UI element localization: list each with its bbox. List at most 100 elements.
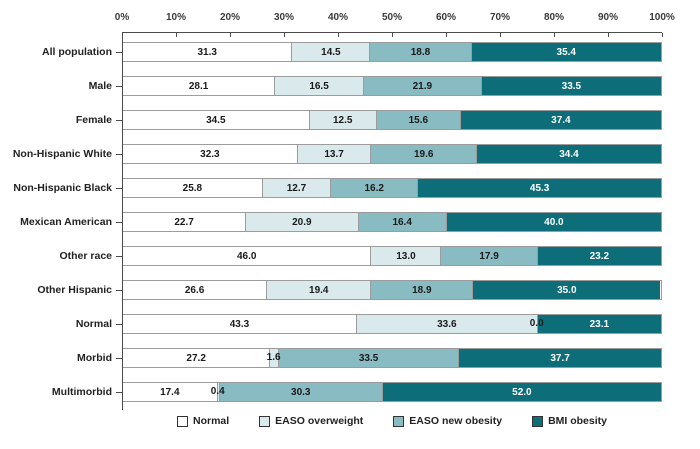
bar-segment: 28.1 — [123, 77, 275, 95]
bar-segment: 17.9 — [440, 247, 537, 265]
bar-segment-value: 32.3 — [200, 148, 220, 160]
bar-segment-value: 34.4 — [559, 148, 579, 160]
legend-label: BMI obesity — [548, 415, 607, 427]
category-tick-mark — [116, 358, 122, 359]
bar-segment-value: 30.3 — [291, 386, 311, 398]
category-tick-mark — [116, 290, 122, 291]
bar-row: 31.3 14.5 18.8 35.4 — [123, 42, 662, 62]
x-axis-tick-labels: 0% 10% 20% 30% 40% 50% 60% 70% 80% 90% 100% — [115, 12, 675, 26]
bar-row: 26.6 19.4 18.9 35.0 — [123, 280, 662, 300]
bar-segment-value: 1.6 — [266, 352, 281, 363]
x-axis-tick-mark — [175, 33, 177, 37]
legend-item: BMI obesity — [532, 415, 607, 427]
bar-segment-value: 35.4 — [556, 46, 576, 58]
bar-segment-value: 0.0 — [529, 318, 544, 329]
bar-segment-value: 33.6 — [437, 318, 457, 330]
x-axis-tick-mark — [499, 33, 501, 37]
bar-segment-value: 15.6 — [408, 114, 429, 126]
bar-row: 27.2 33.5 37.7 1.6 — [123, 348, 662, 368]
bar-segment: 13.0 — [370, 247, 441, 265]
bar-row: 25.8 12.7 16.2 45.3 — [123, 178, 662, 198]
bar-segment-value: 23.1 — [589, 318, 610, 330]
category-tick-mark — [116, 256, 122, 257]
bar-segment-value: 12.5 — [333, 114, 353, 126]
bar-segment-value: 45.3 — [529, 182, 550, 194]
legend-label: EASO new obesity — [409, 415, 503, 427]
bar-segment: 16.2 — [330, 179, 418, 197]
bar-segment-value: 34.5 — [206, 114, 226, 126]
x-axis-tick-mark — [607, 33, 609, 37]
bar-segment: 33.6 — [355, 315, 537, 333]
bar-segment-value: 19.6 — [413, 148, 434, 160]
category-label: Mexican American — [20, 216, 112, 228]
category-label: Multimorbid — [51, 386, 112, 398]
legend-label: EASO overweight — [275, 415, 364, 427]
bar-segment-value: 33.5 — [358, 352, 379, 364]
x-axis-tick-mark — [661, 33, 663, 37]
x-axis-tick-label: 60% — [435, 12, 457, 23]
category-label: Male — [88, 80, 112, 92]
bar-segment: 32.3 — [123, 145, 297, 163]
x-axis-tick-label: 30% — [273, 12, 295, 23]
category-tick-mark — [116, 324, 122, 325]
bar-segment: 17.4 — [123, 383, 217, 401]
bar-segment: 27.2 — [123, 349, 270, 367]
bar-segment-value: 26.6 — [184, 284, 205, 296]
bar-segment: 14.5 — [291, 43, 370, 61]
bar-segment: 16.5 — [274, 77, 363, 95]
x-axis-tick-label: 50% — [381, 12, 403, 23]
category-tick-mark — [116, 222, 122, 223]
x-axis-tick-mark — [553, 33, 555, 37]
category-tick-mark — [116, 188, 122, 189]
bar-segment: 30.3 — [218, 383, 382, 401]
bar-segment: 35.0 — [472, 281, 661, 299]
bar-segment-value: 13.0 — [396, 250, 416, 262]
bar-segment: 33.5 — [480, 77, 661, 95]
bar-segment — [216, 383, 219, 401]
bar-segment-value: 19.4 — [309, 284, 329, 296]
x-axis-tick-mark — [229, 33, 231, 37]
bar-segment-value: 16.4 — [392, 216, 412, 228]
bar-segment: 40.0 — [445, 213, 661, 231]
bar-segment-value: 16.5 — [309, 80, 329, 92]
legend-swatch — [393, 415, 405, 427]
bar-row: 46.0 13.0 17.9 23.2 — [123, 246, 662, 266]
x-axis-tick-label: 80% — [543, 12, 565, 23]
legend-swatch — [532, 415, 544, 427]
bar-segment: 34.4 — [475, 145, 661, 163]
x-axis-line — [121, 32, 663, 37]
bar-segment: 18.8 — [369, 43, 471, 61]
x-axis-tick-label: 100% — [649, 12, 675, 23]
bar-row: 28.1 16.5 21.9 33.5 — [123, 76, 662, 96]
legend-swatch — [176, 415, 188, 427]
bar-segment-value: 20.9 — [292, 216, 312, 228]
category-tick-mark — [116, 86, 122, 87]
bar-row: 22.7 20.9 16.4 40.0 — [123, 212, 662, 232]
bar-segment: 22.7 — [123, 213, 246, 231]
x-axis-tick-label: 0% — [114, 12, 130, 23]
bar-segment-value: 28.1 — [188, 80, 209, 92]
bar-segment: 35.4 — [470, 43, 661, 61]
legend-swatch — [259, 415, 271, 427]
bar-segment-value: 21.9 — [412, 80, 433, 92]
bar-segment-value: 12.7 — [286, 182, 307, 194]
bar-segment-value: 23.2 — [589, 250, 610, 262]
bar-segment: 23.2 — [536, 247, 661, 265]
category-label: Other Hispanic — [37, 284, 112, 296]
bar-segment — [269, 349, 278, 367]
x-axis-tick-mark — [391, 33, 393, 37]
x-axis-tick-label: 10% — [165, 12, 187, 23]
bar-segment: 18.9 — [370, 281, 473, 299]
category-label: Other race — [59, 250, 112, 262]
x-axis-tick-mark — [445, 33, 447, 37]
bar-segment-value: 18.8 — [410, 46, 431, 58]
bar-segment-value: 25.8 — [182, 182, 203, 194]
legend-item: EASO new obesity — [393, 415, 502, 427]
category-label: Morbid — [77, 352, 112, 364]
bar-segment: 33.5 — [277, 349, 459, 367]
bar-segment: 45.3 — [417, 179, 661, 197]
bar-segment-value: 40.0 — [544, 216, 564, 228]
category-label: All population — [42, 46, 112, 58]
bar-segment-value: 22.7 — [174, 216, 194, 228]
bar-segment-value: 35.0 — [557, 284, 577, 296]
